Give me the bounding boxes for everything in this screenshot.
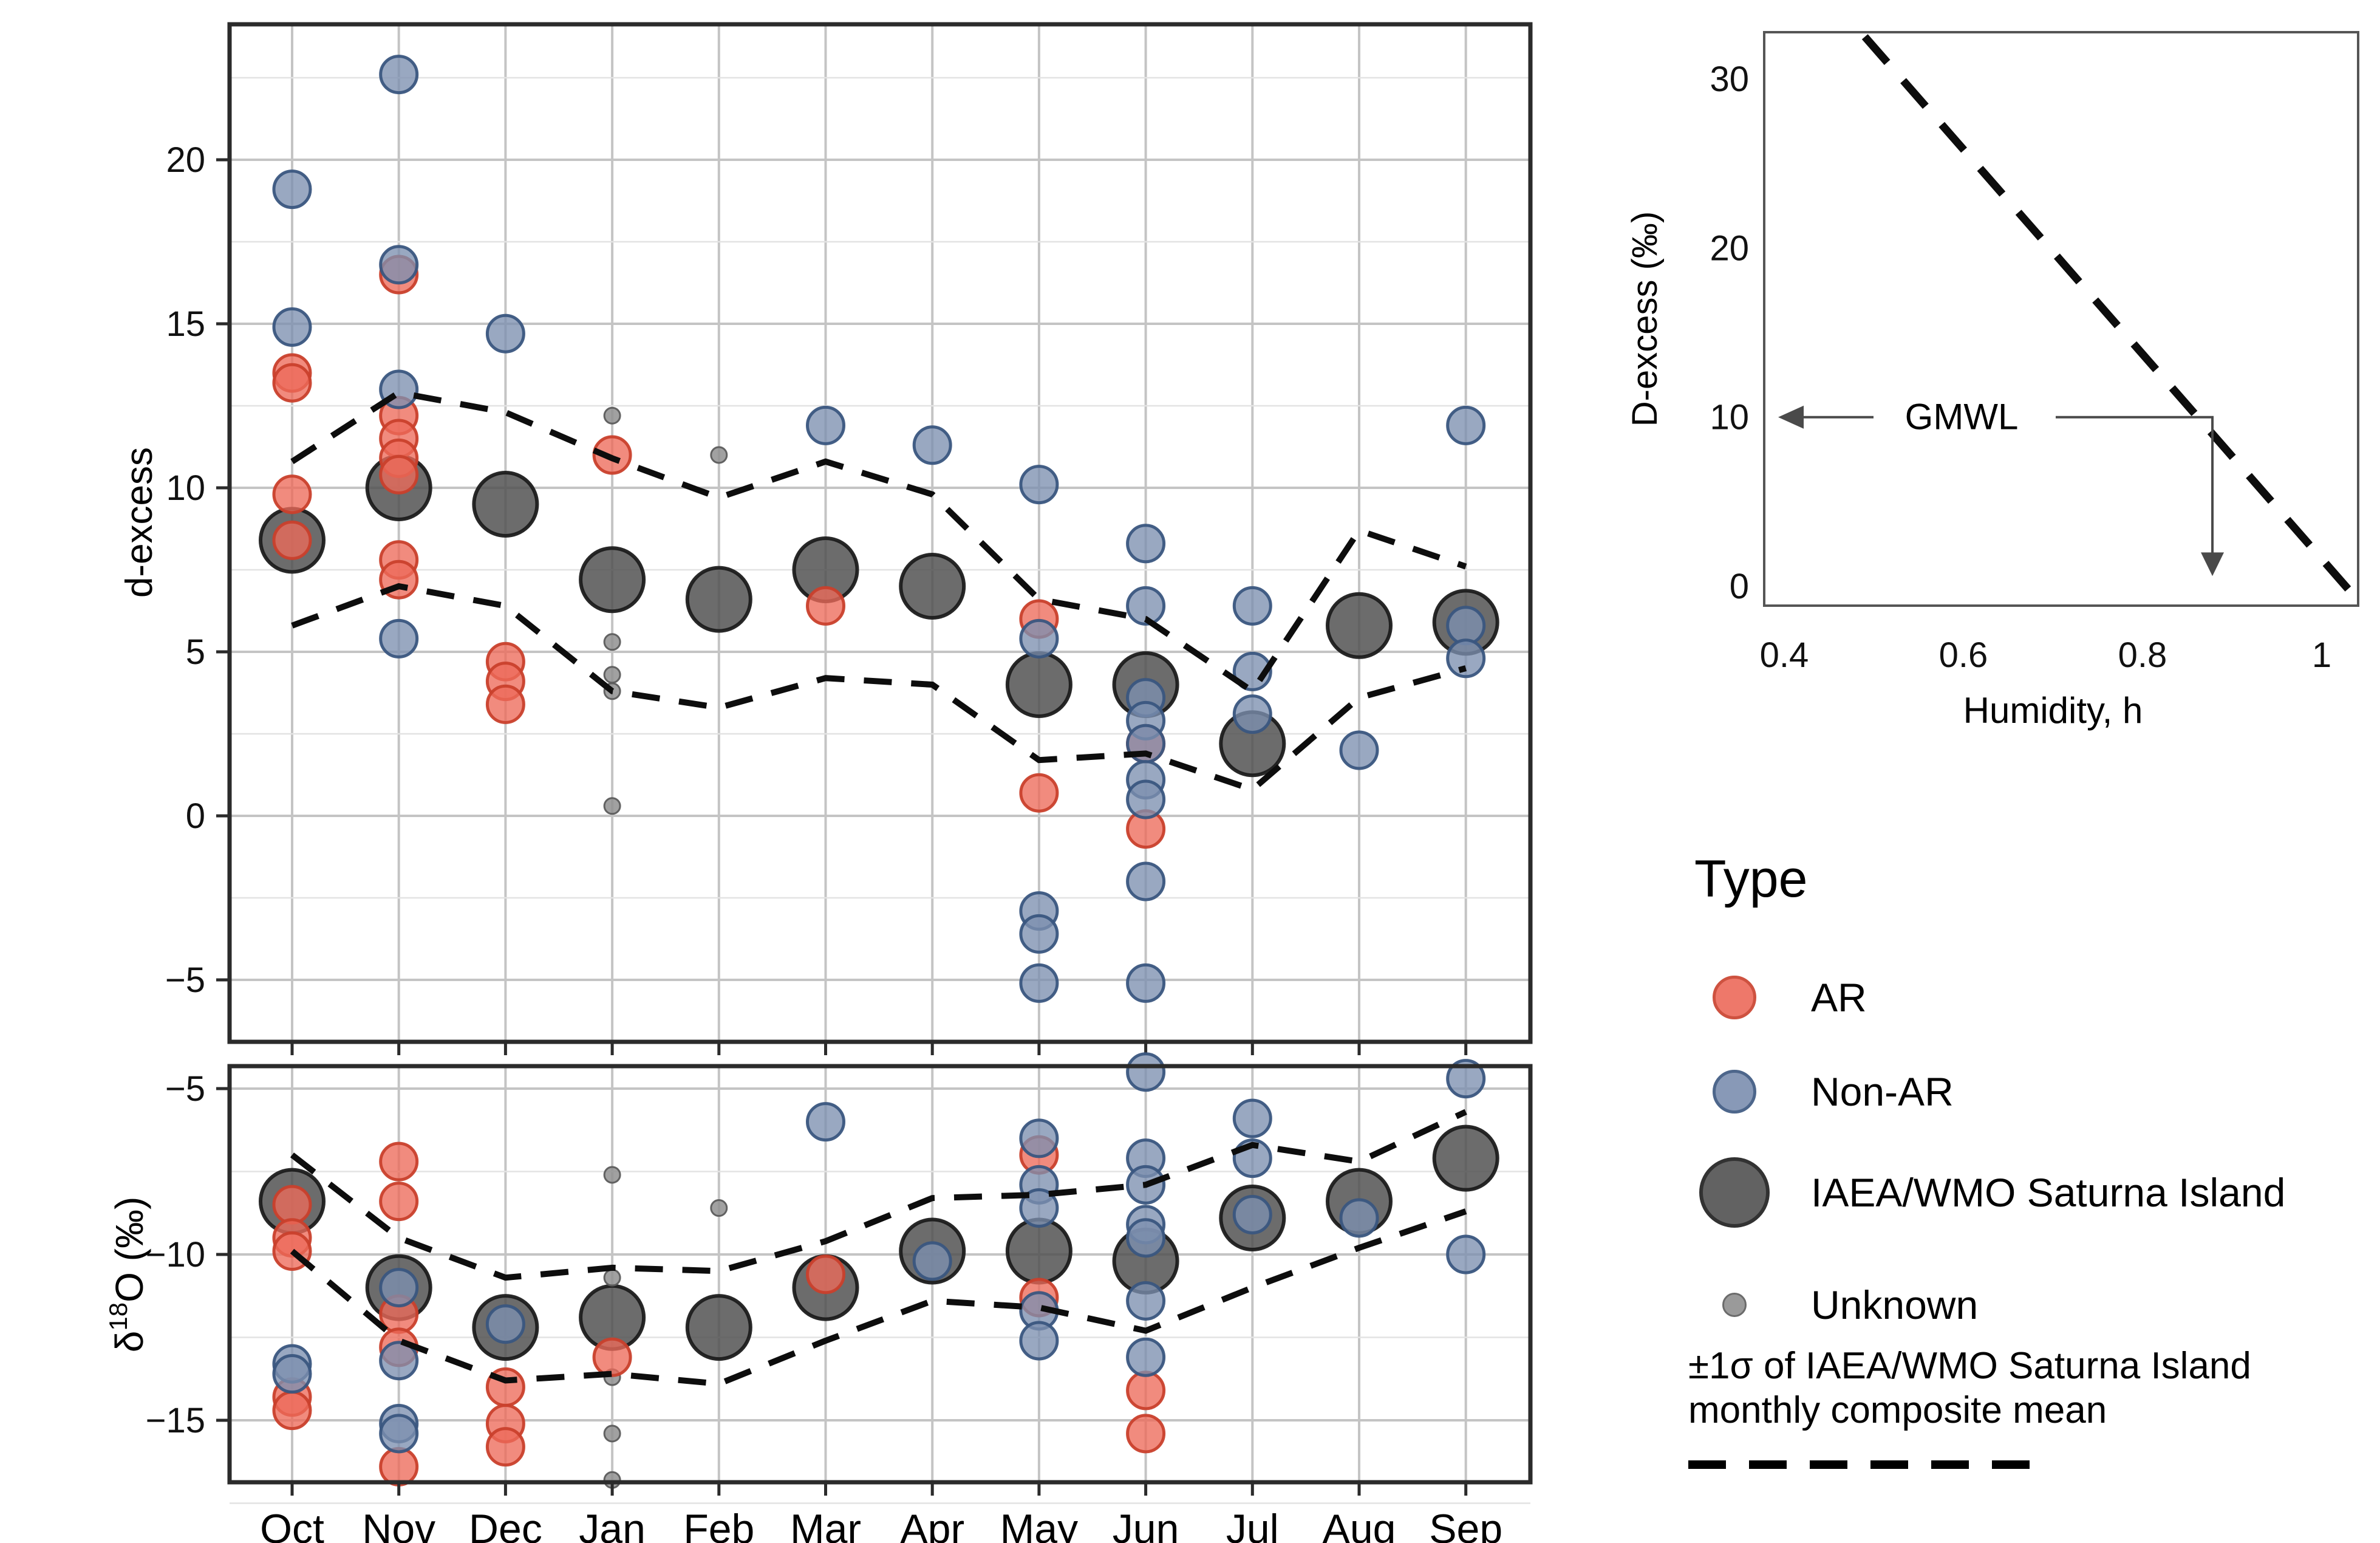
closure-assumption-line — [1861, 34, 2356, 598]
month-tick-label: Nov — [362, 1506, 435, 1543]
humidity-axis-label: Humidity, h — [1963, 690, 2143, 731]
y-tick-label: −5 — [165, 960, 205, 1000]
legend-item-label: Unknown — [1811, 1282, 1979, 1327]
y-tick-label: 0 — [186, 796, 205, 836]
month-tick-label: Sep — [1429, 1506, 1502, 1543]
series-unknown-points — [603, 406, 728, 815]
d-excess-axis-label: d-excess — [118, 447, 160, 598]
month-tick-label: Jun — [1113, 1506, 1179, 1543]
legend-item-iaea: IAEA/WMO Saturna Island — [1694, 1157, 2285, 1228]
y-tick-label: −15 — [146, 1401, 205, 1440]
month-tick-label: Jul — [1226, 1506, 1279, 1543]
delta18O-axis-label: δ18O (‰) — [104, 1197, 151, 1353]
y-tick-label: 20 — [166, 140, 205, 180]
series-iaea-points — [259, 454, 1499, 778]
arrow-left-icon — [1778, 405, 1804, 429]
panel-d-excess: 20 15 10 5 0 −5 d-excess — [118, 22, 1533, 1055]
gmwl-annotation: GMWL — [1778, 397, 2225, 576]
ar-point-icon — [1713, 976, 1756, 1019]
sigma-band-upper — [290, 1109, 1467, 1281]
sigma-note-line1: ±1σ of IAEA/WMO Saturna Island — [1688, 1345, 2251, 1387]
legend-item-label: AR — [1811, 975, 1867, 1020]
legend-item-nonar: Non-AR — [1694, 1069, 1954, 1115]
series-nonar-points — [272, 1052, 1486, 1454]
legend-item-unknown: Unknown — [1694, 1282, 1978, 1328]
y-tick-label: 5 — [186, 632, 205, 672]
month-tick-label: Jan — [579, 1506, 646, 1543]
legend-item-label: IAEA/WMO Saturna Island — [1811, 1170, 2286, 1215]
sigma-note-line2: monthly composite mean — [1688, 1389, 2107, 1432]
inset-y-tick-label: 20 — [1710, 228, 1749, 268]
month-tick-label: May — [1000, 1506, 1078, 1543]
arrow-down-icon — [2201, 552, 2225, 576]
series-iaea-points — [259, 1124, 1499, 1361]
inset-y-tick-label: 30 — [1710, 60, 1749, 99]
month-tick-label: Mar — [790, 1506, 861, 1543]
legend-item-label: Non-AR — [1811, 1069, 1954, 1114]
iaea-point-icon — [1699, 1157, 1770, 1228]
y-tick-label: 15 — [166, 304, 205, 344]
sigma-band-note: ±1σ of IAEA/WMO Saturna Island monthly c… — [1688, 1344, 2251, 1469]
legend-title: Type — [1694, 850, 1808, 908]
month-tick-label: Feb — [683, 1506, 754, 1543]
sigma-band-lower — [291, 583, 1467, 793]
inset-y-tick-label: 0 — [1730, 567, 1749, 606]
inset-y-tick-label: 10 — [1710, 398, 1749, 437]
legend-item-ar: AR — [1694, 974, 1867, 1021]
month-tick-label: Apr — [900, 1506, 964, 1543]
inset-x-tick-label: 0.4 — [1760, 635, 1809, 675]
inset-x-tick-label: 0.8 — [2118, 635, 2167, 675]
nonar-point-icon — [1713, 1070, 1756, 1114]
y-tick-label: 10 — [166, 468, 205, 508]
panel-humidity-inset: 0 10 20 30 0.4 0.6 0.8 1 Humidity, h D-excess (‰)… — [1625, 31, 2359, 731]
month-tick-label: Dec — [469, 1506, 542, 1543]
panel-delta18O: −5 −10 −15 Oct Nov Dec Jan Feb Mar Apr May Jun Jul Au… — [104, 1052, 1533, 1543]
inset-x-tick-label: 1 — [2312, 635, 2331, 675]
gmwl-label: GMWL — [1905, 397, 2019, 437]
sigma-band-upper — [290, 389, 1467, 696]
series-nonar-points — [272, 55, 1486, 1003]
sigma-band-lower — [290, 1208, 1467, 1387]
y-tick-label: −10 — [146, 1235, 205, 1274]
unknown-point-icon — [1722, 1293, 1747, 1317]
dashed-line-sample-icon — [1688, 1460, 2030, 1469]
month-tick-label: Oct — [260, 1506, 324, 1543]
inset-d-excess-axis-label: D-excess (‰) — [1625, 211, 1665, 426]
y-tick-label: −5 — [165, 1069, 205, 1109]
inset-x-tick-label: 0.6 — [1939, 635, 1988, 675]
month-tick-label: Aug — [1323, 1506, 1396, 1543]
